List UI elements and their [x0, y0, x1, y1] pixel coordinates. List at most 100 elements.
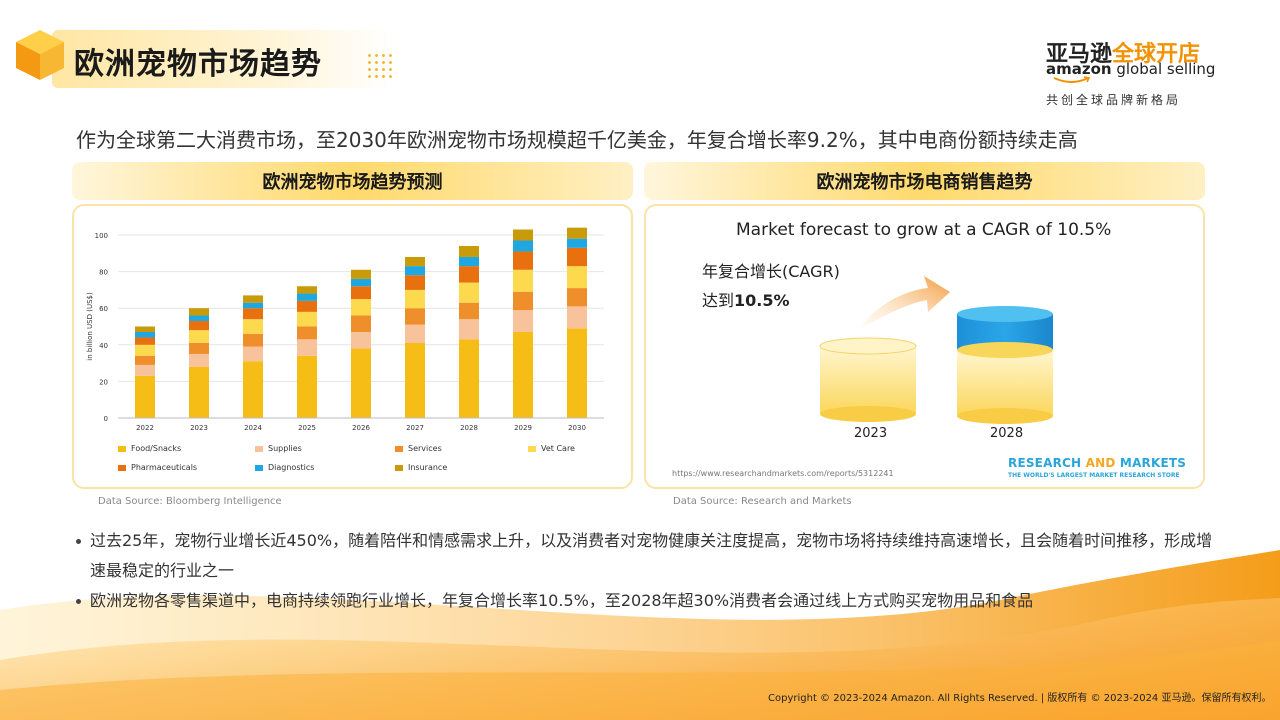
bar-segment [513, 331, 533, 418]
legend-swatch [255, 464, 263, 471]
y-tick-label: 80 [99, 269, 108, 277]
cagr-text: 年复合增长(CAGR) 达到10.5% [702, 257, 840, 315]
bar-segment [297, 355, 317, 418]
logo-en-light: global selling [1111, 60, 1216, 78]
bar-segment [189, 342, 209, 354]
bar-segment [189, 315, 209, 322]
cube-icon [16, 30, 64, 80]
ram-research: RESEARCH [1008, 456, 1082, 470]
bar-segment [459, 319, 479, 340]
bar-segment [297, 339, 317, 356]
bar-segment [351, 269, 371, 279]
bar-segment [189, 366, 209, 418]
bullet-item: 过去25年，宠物行业增长近450%，随着陪伴和情感需求上升，以及消费者对宠物健康… [74, 526, 1214, 586]
subtitle: 作为全球第二大消费市场，至2030年欧洲宠物市场规模超千亿美金，年复合增长率9.… [76, 128, 1078, 152]
y-tick-label: 60 [99, 305, 108, 313]
bar-segment [351, 331, 371, 349]
bar-segment [405, 275, 425, 290]
bar-segment [459, 302, 479, 320]
growth-arrow-icon [858, 276, 950, 330]
bar-segment [405, 289, 425, 309]
cylinder-illustration [819, 276, 1053, 424]
cylinder-2028 [957, 306, 1053, 424]
x-tick-label: 2030 [568, 424, 586, 432]
bar-segment [297, 311, 317, 327]
year-end-label: 2028 [990, 426, 1024, 441]
logo-english: amazon global selling [1046, 60, 1215, 78]
bar-segment [459, 266, 479, 283]
bar-segment [351, 286, 371, 300]
bar-segment [243, 302, 263, 309]
bar-segment [567, 306, 587, 329]
copyright: Copyright © 2023-2024 Amazon. All Rights… [768, 693, 1272, 704]
bar-segment [459, 245, 479, 257]
legend-item: Pharmaceuticals [118, 463, 197, 472]
y-axis-label: in billion USD (US$) [86, 292, 94, 361]
page-title: 欧洲宠物市场趋势 [74, 47, 322, 82]
bar-segment [513, 310, 533, 332]
ram-and: AND [1081, 456, 1120, 470]
legend-swatch [528, 445, 536, 452]
bar-segment [567, 328, 587, 418]
cagr-prefix: 达到 [702, 291, 735, 310]
right-panel-box [644, 204, 1205, 489]
bar-segment [513, 269, 533, 292]
legend-label: Pharmaceuticals [131, 463, 198, 472]
bar-segment [297, 293, 317, 301]
left-panel-heading: 欧洲宠物市场趋势预测 [72, 162, 633, 200]
bar-segment [405, 266, 425, 276]
bar-segment [243, 361, 263, 418]
bar-segment [189, 308, 209, 316]
legend-label: Insurance [408, 463, 448, 472]
ram-markets: MARKETS [1119, 456, 1187, 470]
bar-segment [135, 364, 155, 376]
decorative-dots [366, 52, 392, 80]
legend-swatch [395, 464, 403, 471]
bar-segment [513, 240, 533, 252]
bar-segment [567, 238, 587, 248]
legend-label: Food/Snacks [131, 444, 182, 453]
bar-segment [189, 330, 209, 343]
bar-segment [513, 251, 533, 270]
bar-segment [135, 344, 155, 356]
x-tick-label: 2026 [352, 424, 370, 432]
bar-segment [513, 229, 533, 241]
bar-segment [135, 331, 155, 338]
bar-segment [135, 337, 155, 345]
y-tick-label: 0 [104, 415, 108, 423]
bar-segment [297, 326, 317, 340]
year-start-label: 2023 [854, 426, 888, 441]
x-tick-label: 2028 [460, 424, 478, 432]
legend-label: Diagnostics [268, 463, 315, 472]
title-banner [52, 30, 392, 88]
bar-segment [405, 324, 425, 343]
cylinder-2023 [819, 337, 917, 422]
x-tick-label: 2029 [514, 424, 532, 432]
bar-segment [351, 278, 371, 287]
x-tick-label: 2027 [406, 424, 424, 432]
bullet-item: 欧洲宠物各零售渠道中，电商持续领跑行业增长，年复合增长率10.5%，至2028年… [74, 586, 1214, 616]
bar-segment [351, 299, 371, 316]
bar-segment [135, 375, 155, 418]
bar-segment [297, 286, 317, 294]
bar-segment [135, 326, 155, 332]
cagr-value: 10.5% [734, 291, 790, 310]
cagr-label: 年复合增长(CAGR) [702, 262, 840, 281]
bar-segment [513, 291, 533, 311]
bar-segment [351, 315, 371, 332]
y-tick-label: 20 [99, 378, 108, 386]
bar-segment [459, 256, 479, 267]
research-markets-logo: RESEARCH AND MARKETS [1008, 456, 1186, 470]
legend-swatch [395, 445, 403, 452]
legend-item: Supplies [255, 444, 302, 453]
bar-segment [567, 288, 587, 307]
ram-subtitle: THE WORLD'S LARGEST MARKET RESEARCH STOR… [1008, 472, 1180, 479]
legend-swatch [255, 445, 263, 452]
bar-segment [243, 333, 263, 347]
legend-item: Food/Snacks [118, 444, 181, 453]
stacked-bar-chart: 0 20 40 60 80 100 in billion USD (US$) 2022 2023… [86, 227, 604, 432]
legend-item: Vet Care [528, 444, 575, 453]
logo-chinese: 亚马逊全球开店 [1046, 36, 1200, 68]
right-source: Data Source: Research and Markets [673, 496, 852, 507]
